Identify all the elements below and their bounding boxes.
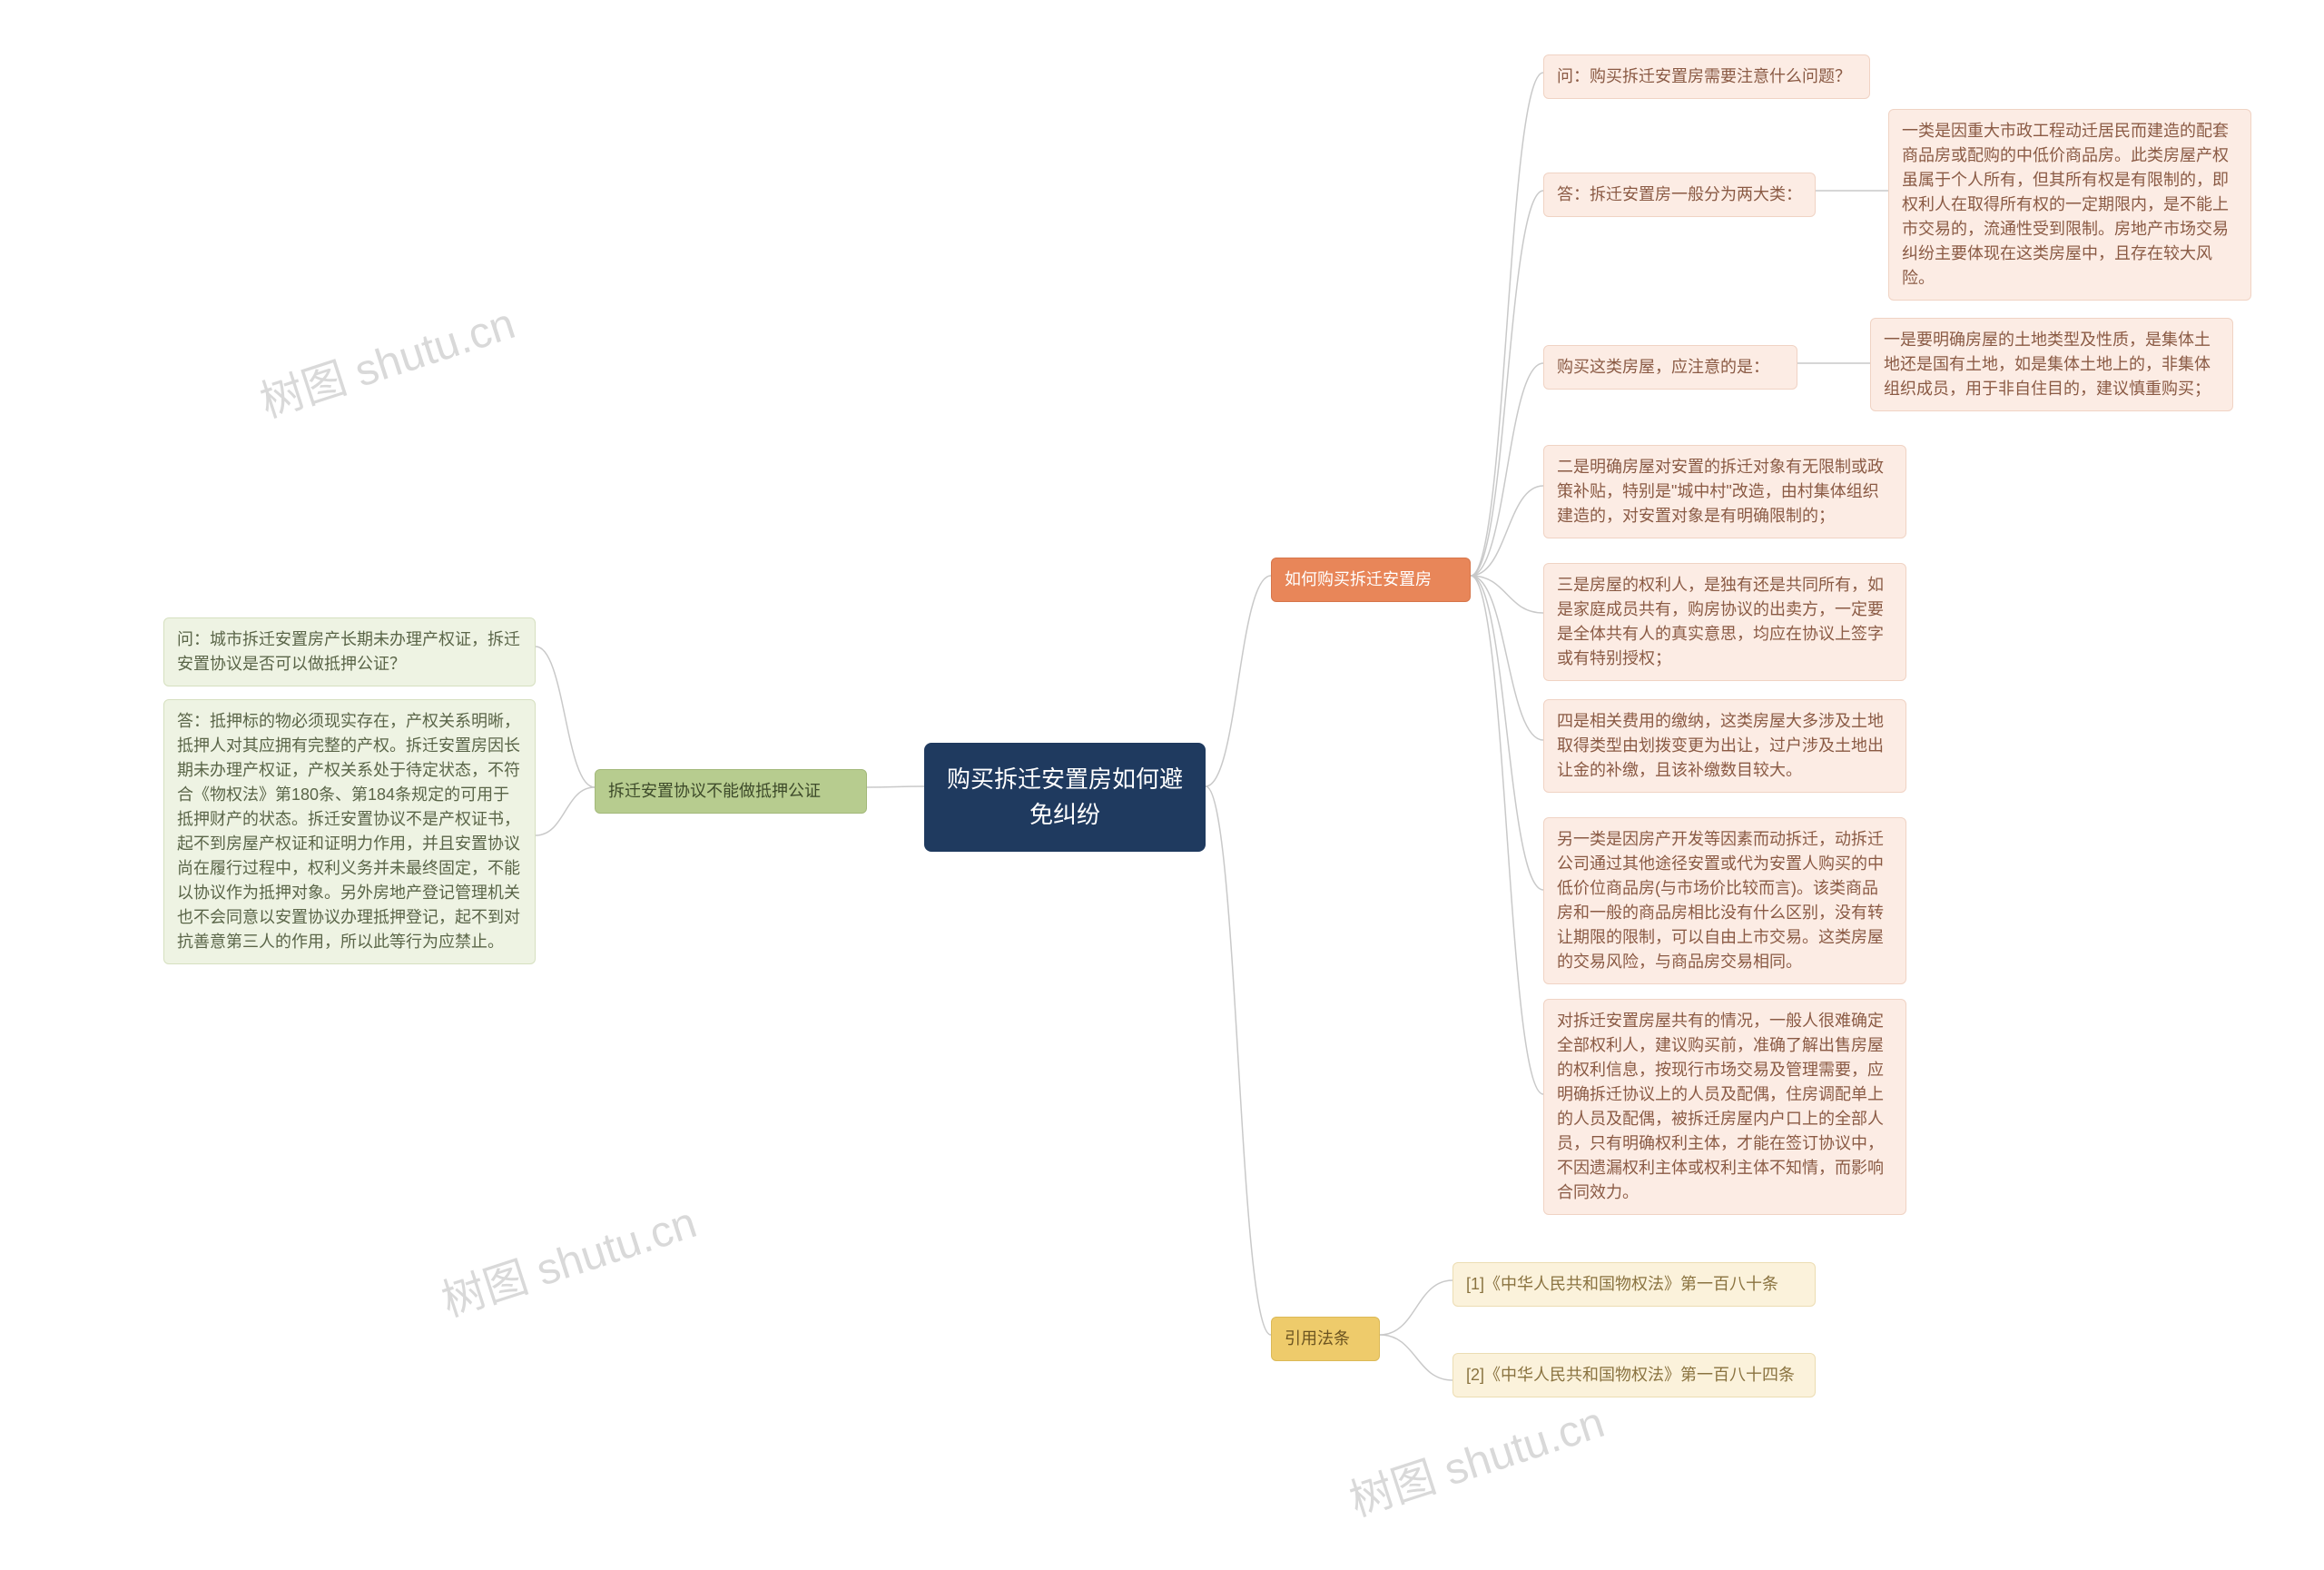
watermark-2: 树图 shutu.cn: [432, 1187, 703, 1328]
right0-child-1: 答：拆迁安置房一般分为两大类：: [1543, 173, 1816, 217]
right0-child-3: 二是明确房屋对安置的拆迁对象有无限制或政策补贴，特别是"城中村"改造，由村集体组…: [1543, 445, 1906, 538]
watermark-3: 树图 shutu.cn: [1340, 1387, 1610, 1528]
right0-child-0: 问：购买拆迁安置房需要注意什么问题？: [1543, 54, 1870, 99]
right0-child-6: 另一类是因房产开发等因素而动拆迁，动拆迁公司通过其他途径安置或代为安置人购买的中…: [1543, 817, 1906, 984]
left-branch-l1: 拆迁安置协议不能做抵押公证: [595, 769, 867, 814]
right0-child-4: 三是房屋的权利人，是独有还是共同所有，如是家庭成员共有，购房协议的出卖方，一定要…: [1543, 563, 1906, 681]
right0-child-2: 购买这类房屋，应注意的是：: [1543, 345, 1797, 390]
right-branch-1-l1: 引用法条: [1271, 1317, 1380, 1361]
right0-child-5: 四是相关费用的缴纳，这类房屋大多涉及土地取得类型由划拨变更为出让，过户涉及土地出…: [1543, 699, 1906, 793]
mindmap-root: 购买拆迁安置房如何避免纠纷: [924, 743, 1206, 852]
watermark-1: 树图 shutu.cn: [251, 288, 521, 430]
right0-child-1-sub-0: 一类是因重大市政工程动迁居民而建造的配套商品房或配购的中低价商品房。此类房屋产权…: [1888, 109, 2251, 301]
left-child-1: 答：抵押标的物必须现实存在，产权关系明晰，抵押人对其应拥有完整的产权。拆迁安置房…: [163, 699, 536, 964]
right1-child-1: [2]《中华人民共和国物权法》第一百八十四条: [1452, 1353, 1816, 1397]
right0-child-7: 对拆迁安置房屋共有的情况，一般人很难确定全部权利人，建议购买前，准确了解出售房屋…: [1543, 999, 1906, 1215]
right1-child-0: [1]《中华人民共和国物权法》第一百八十条: [1452, 1262, 1816, 1307]
left-child-0: 问：城市拆迁安置房产长期未办理产权证，拆迁安置协议是否可以做抵押公证？: [163, 617, 536, 686]
right0-child-2-sub-0: 一是要明确房屋的土地类型及性质，是集体土地还是国有土地，如是集体土地上的，非集体…: [1870, 318, 2233, 411]
right-branch-0-l1: 如何购买拆迁安置房: [1271, 558, 1471, 602]
